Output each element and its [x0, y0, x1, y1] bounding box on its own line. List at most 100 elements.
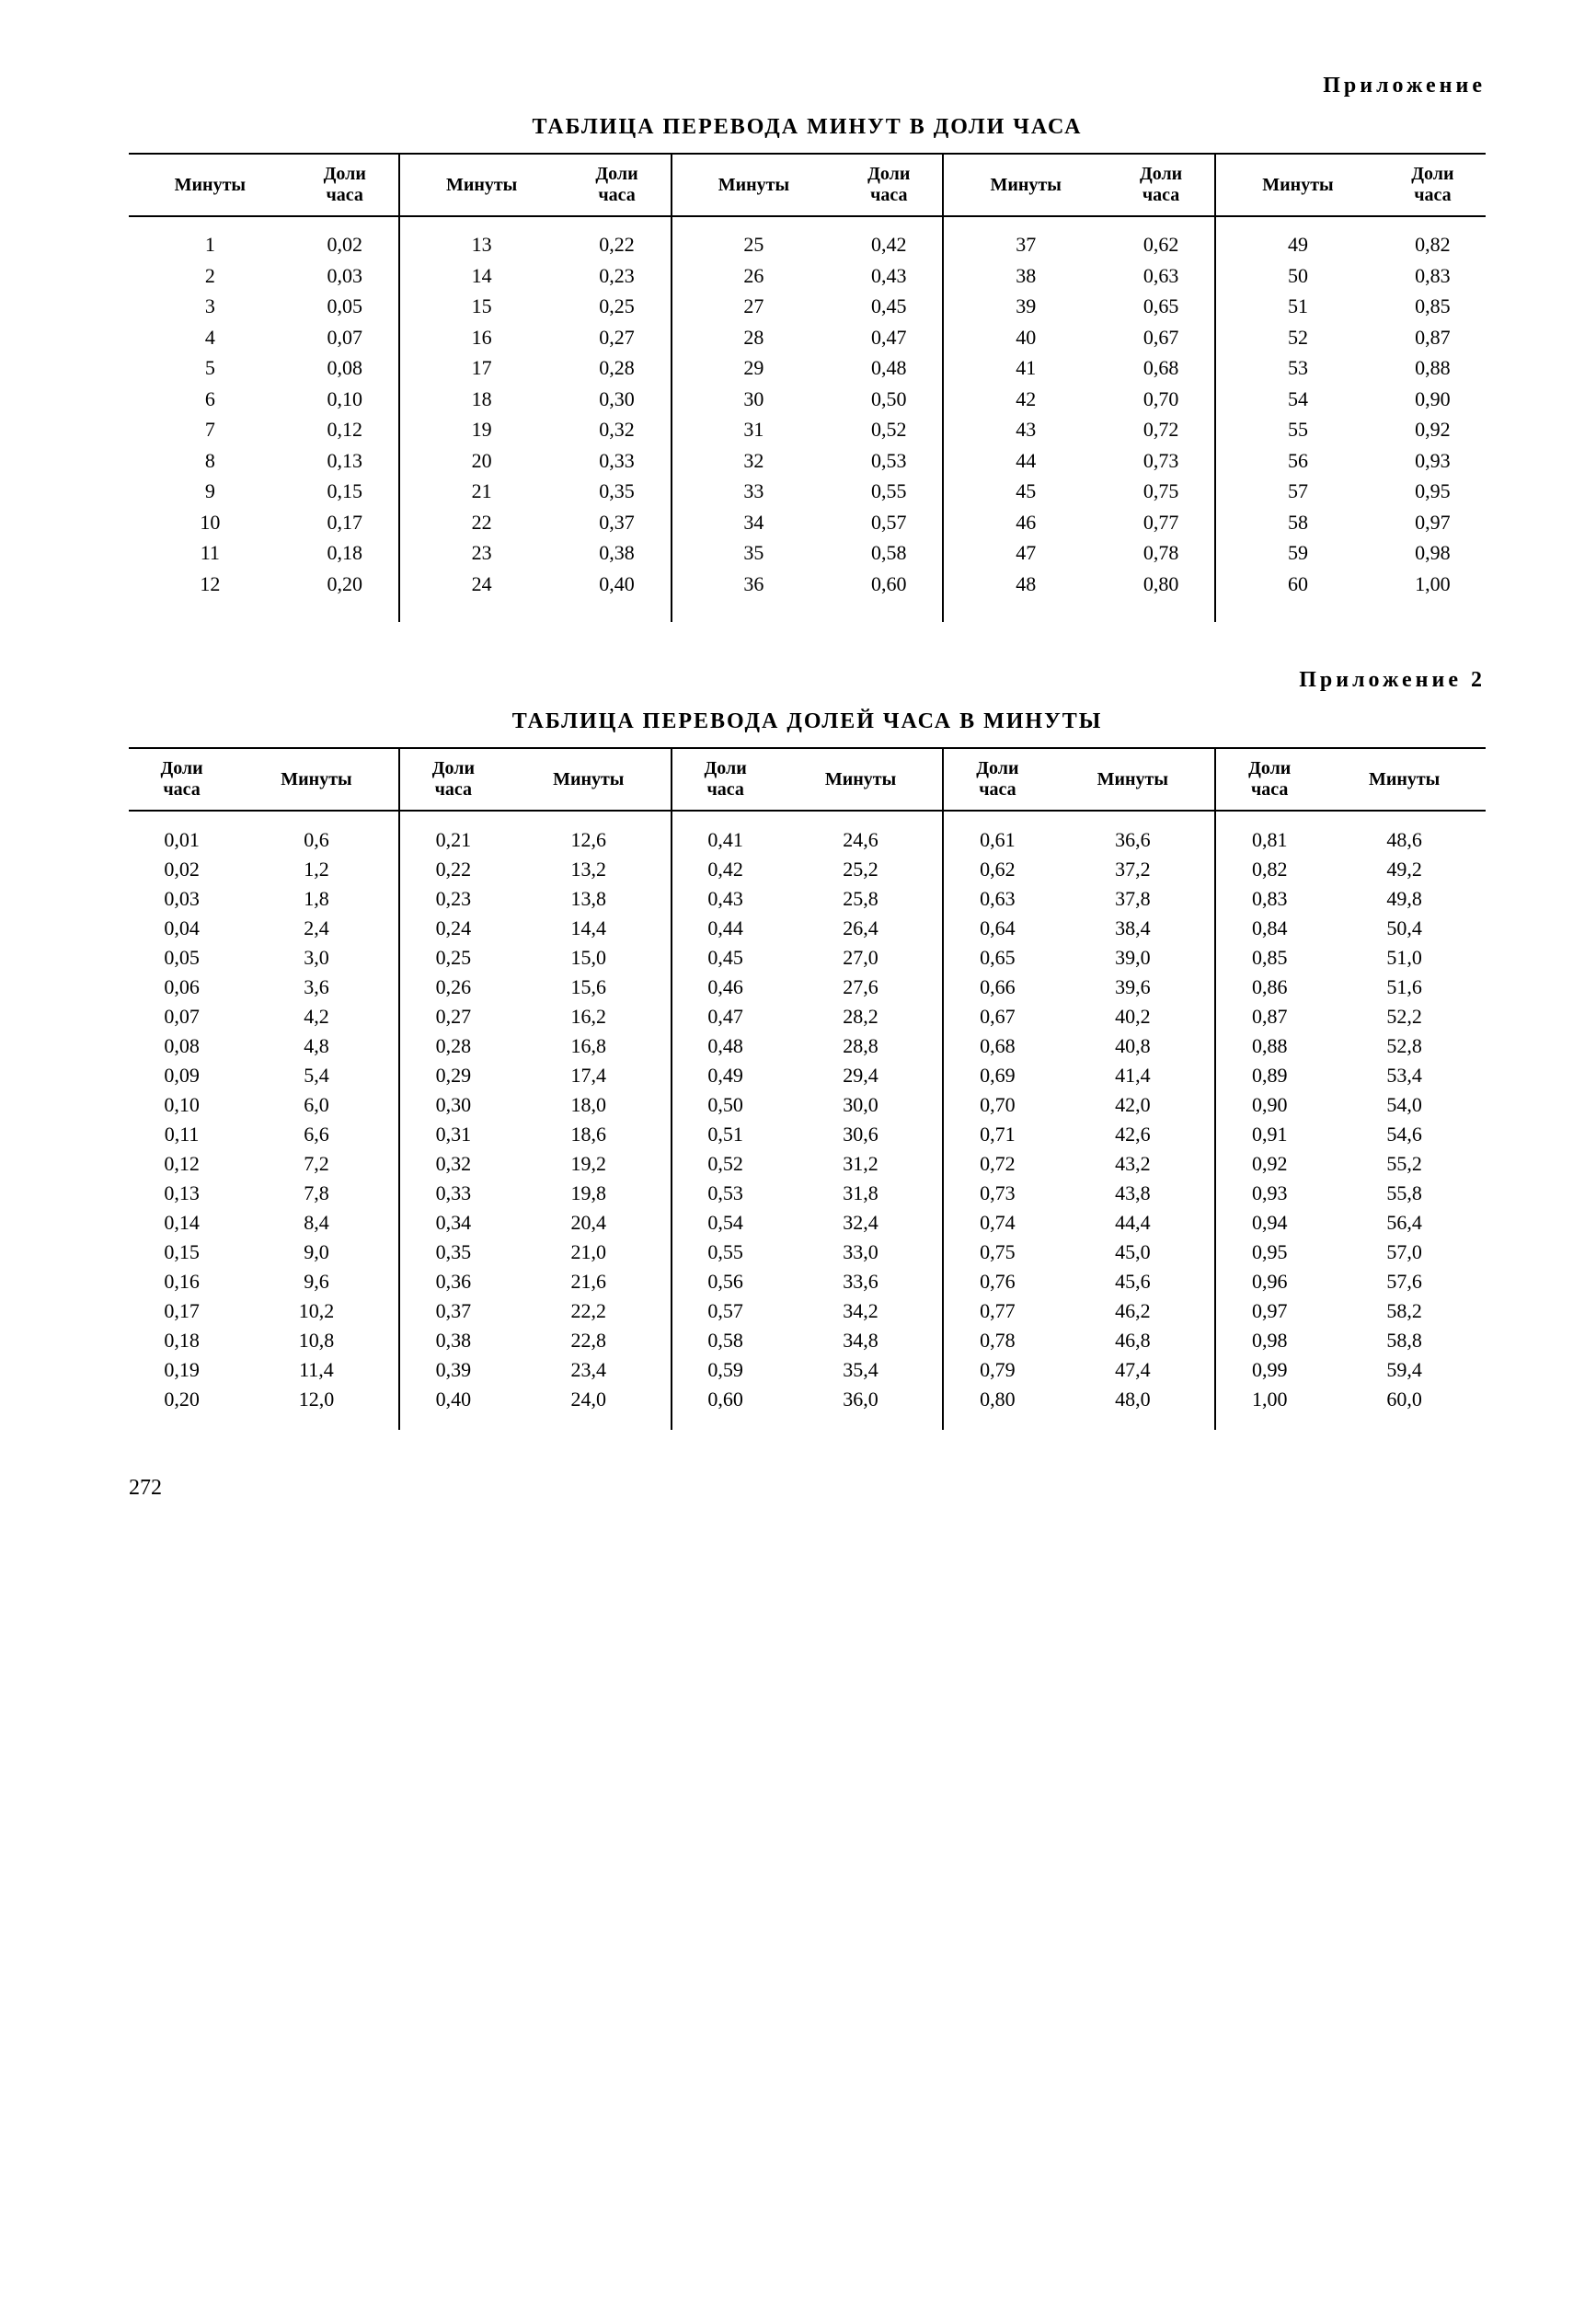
table-cell: 8,4: [235, 1208, 399, 1238]
table-cell: 36,0: [779, 1385, 944, 1430]
table-cell: 0,33: [399, 1179, 507, 1208]
table-cell: 20: [399, 445, 564, 477]
table-cell: 0,95: [1215, 1238, 1323, 1267]
table-cell: 48: [943, 569, 1108, 623]
table-cell: 0,08: [129, 1031, 235, 1061]
table-cell: 34,8: [779, 1326, 944, 1355]
table-cell: 0,13: [292, 445, 399, 477]
table-cell: 0,89: [1215, 1061, 1323, 1090]
table-row: 120,20240,40360,60480,80601,00: [129, 569, 1486, 623]
table-row: 110,18230,38350,58470,78590,98: [129, 537, 1486, 569]
table-cell: 0,04: [129, 914, 235, 943]
table-cell: 0,65: [1108, 291, 1215, 322]
table-cell: 0,48: [835, 352, 943, 384]
table-row: 0,169,60,3621,60,5633,60,7645,60,9657,6: [129, 1267, 1486, 1296]
table-cell: 0,43: [835, 260, 943, 292]
table-cell: 13,8: [507, 884, 672, 914]
table-cell: 46,2: [1051, 1296, 1215, 1326]
table-col-header: Доличаса: [672, 748, 779, 811]
table-cell: 0,80: [943, 1385, 1051, 1430]
table-cell: 0,45: [835, 291, 943, 322]
table-cell: 4,8: [235, 1031, 399, 1061]
table-cell: 0,27: [399, 1002, 507, 1031]
table-row: 0,2012,00,4024,00,6036,00,8048,01,0060,0: [129, 1385, 1486, 1430]
table-cell: 0,60: [672, 1385, 779, 1430]
table-cell: 12: [129, 569, 292, 623]
table-cell: 0,67: [943, 1002, 1051, 1031]
table-cell: 26: [672, 260, 836, 292]
table-cell: 0,70: [943, 1090, 1051, 1120]
table-row: 30,05150,25270,45390,65510,85: [129, 291, 1486, 322]
table-cell: 14: [399, 260, 564, 292]
table-cell: 37,8: [1051, 884, 1215, 914]
table-cell: 31: [672, 414, 836, 445]
table-cell: 22,8: [507, 1326, 672, 1355]
table-cell: 16,8: [507, 1031, 672, 1061]
table-row: 10,02130,22250,42370,62490,82: [129, 216, 1486, 260]
table-cell: 0,76: [943, 1267, 1051, 1296]
table-cell: 0,59: [672, 1355, 779, 1385]
table-cell: 0,13: [129, 1179, 235, 1208]
table-cell: 25,2: [779, 855, 944, 884]
table-cell: 0,32: [399, 1149, 507, 1179]
table-cell: 43,8: [1051, 1179, 1215, 1208]
table-cell: 51: [1215, 291, 1380, 322]
table-cell: 45,0: [1051, 1238, 1215, 1267]
table-cell: 0,27: [563, 322, 671, 353]
table-cell: 58,2: [1323, 1296, 1486, 1326]
table-cell: 27,6: [779, 973, 944, 1002]
table-2: ДоличасаМинутыДоличасаМинутыДоличасаМину…: [129, 747, 1486, 1430]
table-cell: 0,86: [1215, 973, 1323, 1002]
table-cell: 0,23: [563, 260, 671, 292]
table-cell: 0,82: [1380, 216, 1486, 260]
table-cell: 0,98: [1380, 537, 1486, 569]
table-cell: 55,2: [1323, 1149, 1486, 1179]
table-cell: 3: [129, 291, 292, 322]
table-cell: 13,2: [507, 855, 672, 884]
table-cell: 21: [399, 476, 564, 507]
table-2-title: ТАБЛИЦА ПЕРЕВОДА ДОЛЕЙ ЧАСА В МИНУТЫ: [129, 709, 1486, 734]
table-row: 0,1911,40,3923,40,5935,40,7947,40,9959,4: [129, 1355, 1486, 1385]
table-cell: 60: [1215, 569, 1380, 623]
table-cell: 9,6: [235, 1267, 399, 1296]
table-row: 20,03140,23260,43380,63500,83: [129, 260, 1486, 292]
appendix-1-label: Приложение: [129, 74, 1486, 98]
table-cell: 0,94: [1215, 1208, 1323, 1238]
table-cell: 0,55: [672, 1238, 779, 1267]
table-cell: 58,8: [1323, 1326, 1486, 1355]
table-cell: 0,90: [1215, 1090, 1323, 1120]
table-cell: 0,10: [292, 384, 399, 415]
table-cell: 16,2: [507, 1002, 672, 1031]
table-row: 90,15210,35330,55450,75570,95: [129, 476, 1486, 507]
table-cell: 38,4: [1051, 914, 1215, 943]
table-col-header: Минуты: [507, 748, 672, 811]
table-cell: 32,4: [779, 1208, 944, 1238]
table-cell: 0,77: [1108, 507, 1215, 538]
table-cell: 29,4: [779, 1061, 944, 1090]
table-cell: 0,84: [1215, 914, 1323, 943]
table-cell: 56: [1215, 445, 1380, 477]
table-cell: 3,6: [235, 973, 399, 1002]
table-cell: 0,10: [129, 1090, 235, 1120]
table-cell: 31,8: [779, 1179, 944, 1208]
table-cell: 0,92: [1215, 1149, 1323, 1179]
table-cell: 26,4: [779, 914, 944, 943]
table-cell: 20,4: [507, 1208, 672, 1238]
table-2-head: ДоличасаМинутыДоличасаМинутыДоличасаМину…: [129, 748, 1486, 811]
table-cell: 18,0: [507, 1090, 672, 1120]
table-cell: 53: [1215, 352, 1380, 384]
table-1-body: 10,02130,22250,42370,62490,8220,03140,23…: [129, 216, 1486, 622]
table-cell: 23,4: [507, 1355, 672, 1385]
table-cell: 0,71: [943, 1120, 1051, 1149]
table-cell: 14,4: [507, 914, 672, 943]
table-cell: 24,0: [507, 1385, 672, 1430]
table-cell: 5,4: [235, 1061, 399, 1090]
table-cell: 0,47: [835, 322, 943, 353]
table-cell: 0,64: [943, 914, 1051, 943]
table-cell: 0,32: [563, 414, 671, 445]
table-cell: 0,02: [129, 855, 235, 884]
table-cell: 0,68: [943, 1031, 1051, 1061]
table-cell: 57,0: [1323, 1238, 1486, 1267]
table-cell: 0,05: [129, 943, 235, 973]
table-cell: 45,6: [1051, 1267, 1215, 1296]
